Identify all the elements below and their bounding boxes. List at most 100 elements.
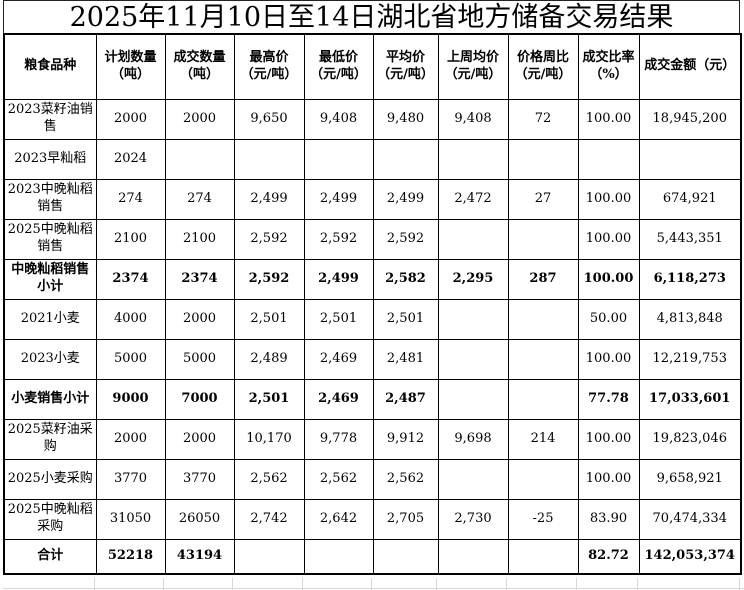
grid-line: [232, 578, 233, 590]
row-label-cell: 2023小麦: [3, 338, 97, 380]
value-cell: 274: [95, 178, 166, 220]
value-cell: 77.78: [577, 378, 640, 420]
value-cell: 2,501: [233, 378, 305, 420]
table-row: 2025中晚籼稻采购 31050 26050 2,742 2,642 2,705 2,730…: [3, 498, 742, 540]
value-cell: 2100: [164, 218, 235, 260]
value-cell: 7000: [164, 378, 235, 420]
column-header: 成交金额（元）: [638, 33, 742, 100]
value-cell: 70,474,334: [638, 498, 742, 540]
row-label-cell: 合计: [3, 538, 97, 575]
table-row: 2025小麦采购 3770 3770 2,562 2,562 2,562 100.00 9,6…: [3, 458, 742, 500]
value-cell: 2,481: [372, 338, 439, 380]
column-header: 最高价（元/吨）: [233, 33, 305, 100]
value-cell: [507, 338, 579, 380]
value-cell: 72: [507, 98, 579, 140]
value-cell: 17,033,601: [638, 378, 742, 420]
value-cell: [303, 538, 374, 575]
grid-line: [94, 578, 95, 590]
value-cell: 2,582: [372, 258, 439, 300]
value-cell: 43194: [164, 538, 235, 575]
value-cell: 2000: [164, 98, 235, 140]
column-header: 上周均价（元/吨）: [437, 33, 509, 100]
value-cell: 2000: [164, 418, 235, 460]
value-cell: 6,118,273: [638, 258, 742, 300]
value-cell: 4,813,848: [638, 298, 742, 340]
value-cell: [437, 458, 509, 500]
table-row: 2023菜籽油销售 2000 2000 9,650 9,408 9,480 9,408 72 1…: [3, 98, 742, 140]
value-cell: [437, 298, 509, 340]
value-cell: 5000: [164, 338, 235, 380]
value-cell: 2000: [95, 98, 166, 140]
value-cell: 27: [507, 178, 579, 220]
grid-line: [302, 578, 303, 590]
value-cell: 100.00: [577, 418, 640, 460]
excel-faint-grid: [3, 574, 744, 590]
table-header: 粮食品种 计划数量（吨） 成交数量（吨） 最高价（元/吨） 最低价（元/吨） 平均价（元/…: [3, 33, 742, 100]
value-cell: 2000: [164, 298, 235, 340]
value-cell: 3770: [95, 458, 166, 500]
value-cell: 2,592: [233, 218, 305, 260]
value-cell: 9,408: [303, 98, 374, 140]
row-label-cell: 2023中晚籼稻销售: [3, 178, 97, 220]
value-cell: [303, 138, 374, 180]
value-cell: 214: [507, 418, 579, 460]
value-cell: 83.90: [577, 498, 640, 540]
value-cell: [507, 298, 579, 340]
value-cell: 2,501: [372, 298, 439, 340]
row-label-cell: 中晚籼稻销售小计: [3, 258, 97, 300]
value-cell: 2,705: [372, 498, 439, 540]
grid-line: [436, 578, 437, 590]
grid-line: [371, 578, 372, 590]
value-cell: 12,219,753: [638, 338, 742, 380]
table-row: 中晚籼稻销售小计 2374 2374 2,592 2,499 2,582 2,295 287 1…: [3, 258, 742, 300]
value-cell: 2,472: [437, 178, 509, 220]
value-cell: 2,499: [233, 178, 305, 220]
value-cell: 2,487: [372, 378, 439, 420]
value-cell: 9,408: [437, 98, 509, 140]
row-label-cell: 2023早籼稻: [3, 138, 97, 180]
table-row: 2021小麦 4000 2000 2,501 2,501 2,501 50.00 4,813,…: [3, 298, 742, 340]
row-label-cell: 小麦销售小计: [3, 378, 97, 420]
row-label-cell: 2021小麦: [3, 298, 97, 340]
value-cell: 2000: [95, 418, 166, 460]
value-cell: 100.00: [577, 178, 640, 220]
column-header: 价格周比（元/吨）: [507, 33, 579, 100]
value-cell: [233, 538, 305, 575]
table-row: 2025菜籽油采购 2000 2000 10,170 9,778 9,912 9,698 21…: [3, 418, 742, 460]
value-cell: [507, 218, 579, 260]
grid-line: [163, 578, 164, 590]
value-cell: 18,945,200: [638, 98, 742, 140]
value-cell: 26050: [164, 498, 235, 540]
value-cell: [507, 138, 579, 180]
value-cell: 100.00: [577, 98, 640, 140]
value-cell: [437, 538, 509, 575]
value-cell: 2,489: [233, 338, 305, 380]
value-cell: 100.00: [577, 258, 640, 300]
value-cell: [507, 538, 579, 575]
page-title: 2025年11月10日至14日湖北省地方储备交易结果: [69, 1, 674, 33]
value-cell: 9,698: [437, 418, 509, 460]
value-cell: 2,469: [303, 338, 374, 380]
trade-results-table: 粮食品种 计划数量（吨） 成交数量（吨） 最高价（元/吨） 最低价（元/吨） 平均价（元/…: [3, 33, 742, 575]
value-cell: 287: [507, 258, 579, 300]
column-header: 计划数量（吨）: [95, 33, 166, 100]
value-cell: 674,921: [638, 178, 742, 220]
value-cell: 100.00: [577, 458, 640, 500]
value-cell: 2,562: [303, 458, 374, 500]
value-cell: 19,823,046: [638, 418, 742, 460]
value-cell: [164, 138, 235, 180]
value-cell: [372, 538, 439, 575]
value-cell: 4000: [95, 298, 166, 340]
value-cell: 2024: [95, 138, 166, 180]
table-row: 2023中晚籼稻销售 274 274 2,499 2,499 2,499 2,472 27 10…: [3, 178, 742, 220]
value-cell: 82.72: [577, 538, 640, 575]
row-label-cell: 2023菜籽油销售: [3, 98, 97, 140]
header-row: 粮食品种 计划数量（吨） 成交数量（吨） 最高价（元/吨） 最低价（元/吨） 平均价（元/…: [3, 33, 742, 100]
value-cell: 2,642: [303, 498, 374, 540]
value-cell: 2,499: [303, 258, 374, 300]
table-row: 2023小麦 5000 5000 2,489 2,469 2,481 100.00 12,21…: [3, 338, 742, 380]
value-cell: [507, 458, 579, 500]
value-cell: 274: [164, 178, 235, 220]
value-cell: 50.00: [577, 298, 640, 340]
